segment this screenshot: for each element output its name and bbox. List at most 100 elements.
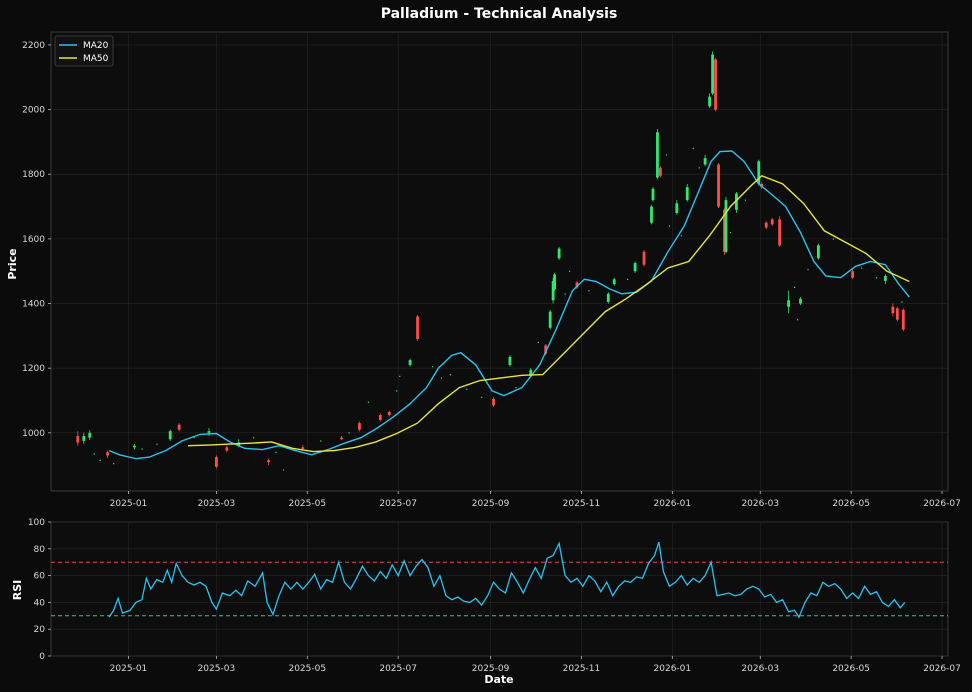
rsi-tick-label-x: 2025-11 [563, 664, 601, 674]
candle-body [557, 248, 561, 259]
price-dot [569, 270, 571, 272]
candle-body [301, 447, 305, 449]
price-axis-label: Price [6, 248, 19, 279]
date-axis-label: Date [484, 673, 513, 686]
legend: MA20 MA50 [54, 35, 114, 67]
candle-body [612, 279, 616, 285]
price-tick-label-y: 1800 [22, 170, 45, 180]
candle-body [816, 245, 820, 259]
candle-body [714, 59, 717, 110]
candle-body [685, 187, 689, 201]
series-line-ma20 [108, 150, 910, 460]
price-dots [93, 147, 903, 471]
candle-body [544, 345, 548, 354]
rsi-tick-label-y: 80 [34, 545, 46, 555]
rsi-tick-label-x: 2026-03 [741, 664, 779, 674]
price-dot [901, 301, 903, 303]
candle-body [177, 424, 181, 430]
candle-body [851, 271, 855, 278]
candle-body [764, 222, 768, 228]
price-dot [692, 147, 694, 150]
candle-body [659, 167, 662, 176]
price-dot [320, 440, 322, 442]
series-line-rsi [108, 541, 906, 619]
price-dot [99, 459, 101, 461]
candle-body [799, 298, 802, 304]
price-dot [93, 453, 95, 455]
candle-body [770, 219, 774, 225]
rsi-tick-label-x: 2025-09 [472, 664, 510, 674]
candle-body [884, 276, 887, 281]
price-plot-area [50, 31, 949, 492]
price-grid: 1000 1200 1400 1600 1800 2000 2200 2025-01 2025-… [22, 32, 961, 509]
candle-body [901, 309, 905, 330]
candle-body [717, 164, 720, 207]
rsi-tick-label-x: 2026-07 [923, 664, 961, 674]
rsi-tick-label-x: 2025-03 [198, 664, 236, 674]
candle-body [633, 263, 637, 272]
rsi-tick-label-x: 2025-07 [379, 664, 417, 674]
chart-title: Palladium - Technical Analysis [381, 6, 618, 22]
candle-body [82, 436, 86, 441]
price-dot [481, 396, 483, 398]
price-dot [253, 437, 255, 439]
candle-body [651, 188, 655, 201]
rsi-grid: 0 20 40 60 80 100 2025-01 2025-03 2025-05 2025-07… [28, 518, 961, 674]
candle-body [508, 356, 512, 365]
price-tick-label-x: 2026-07 [923, 499, 961, 509]
price-dot [282, 469, 285, 471]
price-tick-label-y: 2000 [22, 106, 45, 116]
candle-body [207, 431, 211, 433]
price-tick-label-y: 1200 [22, 364, 45, 374]
price-dot [156, 443, 158, 445]
price-tick-label-y: 1000 [22, 429, 45, 439]
rsi-tick-label-y: 20 [34, 625, 46, 635]
candle-body [214, 457, 218, 467]
candle-body [267, 460, 270, 462]
candle-body [711, 54, 714, 94]
candle-body [778, 219, 782, 246]
price-dot [680, 235, 682, 237]
price-dot [449, 374, 452, 376]
price-dot [832, 238, 834, 240]
candle-body [76, 436, 80, 443]
candle-body [548, 311, 552, 328]
legend-label-ma20: MA20 [83, 41, 109, 51]
price-dot [348, 432, 350, 434]
candles [76, 51, 905, 469]
price-dot [588, 290, 590, 292]
candle-body [642, 251, 646, 265]
price-tick-label-x: 2025-05 [288, 499, 326, 509]
price-tick-label-x: 2026-01 [654, 499, 692, 509]
price-tick-label-y: 1400 [22, 300, 45, 310]
candle-body [575, 282, 579, 288]
price-dot [627, 278, 629, 280]
rsi-tick-label-y: 0 [39, 652, 45, 662]
price-tick-label-x: 2026-03 [741, 499, 779, 509]
price-dot [665, 154, 668, 156]
price-dot [466, 388, 468, 390]
price-dot [564, 293, 566, 295]
candle-body [724, 200, 728, 252]
candle-body [416, 316, 419, 340]
series-line-ma50 [188, 174, 910, 453]
candle-body [895, 308, 899, 320]
candle-body [492, 398, 495, 406]
rsi-tick-label-y: 60 [34, 572, 46, 582]
price-dot [698, 167, 700, 169]
price-tick-label-x: 2025-09 [472, 499, 510, 509]
candle-body [708, 96, 711, 107]
price-dot [367, 401, 370, 403]
candle-body [551, 280, 555, 301]
price-dot [431, 366, 434, 368]
candle-body [88, 432, 92, 438]
price-dot [113, 463, 115, 465]
candle-body [225, 447, 229, 451]
price-dot [141, 448, 143, 450]
price-tick-label-y: 1600 [22, 235, 45, 245]
candle-body [168, 431, 172, 440]
candle-body [529, 369, 533, 377]
candle-body [106, 452, 110, 456]
